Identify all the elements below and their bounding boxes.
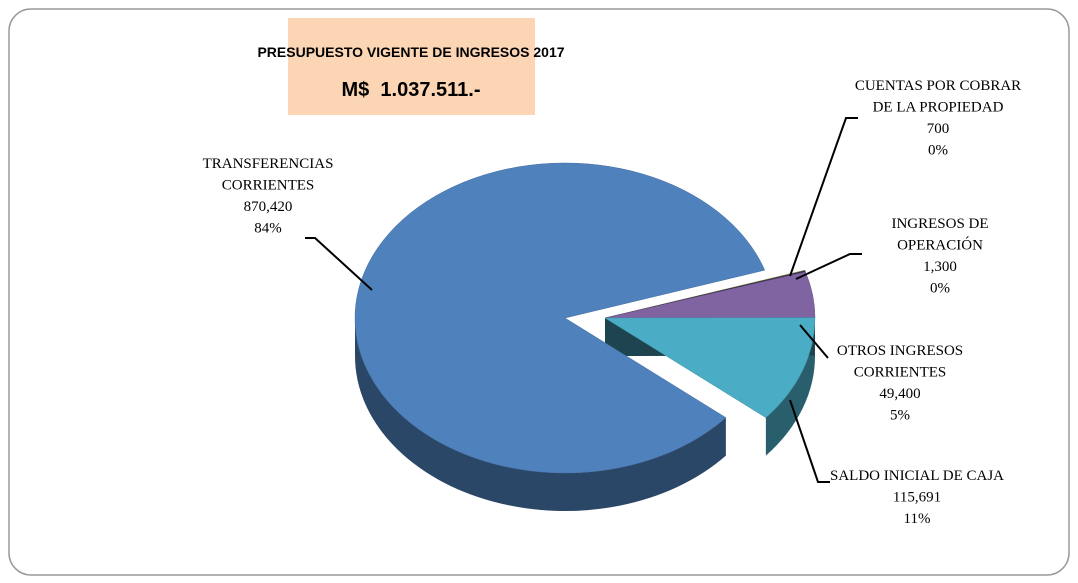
data-label-percent: 11% — [904, 511, 931, 527]
leader-line — [305, 237, 373, 291]
data-label-name: CUENTAS POR COBRAR — [855, 78, 1021, 94]
data-label-percent: 0% — [928, 143, 948, 159]
slice-side — [355, 318, 726, 512]
slice — [354, 162, 766, 474]
data-label-percent: 0% — [930, 281, 950, 297]
chart-title: PRESUPUESTO VIGENTE DE INGRESOS 2017 — [257, 44, 564, 60]
pie — [354, 162, 816, 512]
data-label-name: CORRIENTES — [854, 365, 947, 381]
data-label-value: 700 — [927, 121, 950, 137]
data-label-name: TRANSFERENCIAS — [203, 156, 334, 172]
data-label-percent: 5% — [890, 408, 910, 424]
data-label-value: 870,420 — [244, 199, 293, 215]
data-label-name: INGRESOS DE — [891, 216, 988, 232]
data-label-value: 1,300 — [923, 259, 957, 275]
labels: TRANSFERENCIAS CORRIENTES 870,420 84% CUENTA… — [203, 78, 1022, 527]
title-box — [288, 18, 535, 115]
data-label-percent: 84% — [254, 221, 282, 237]
data-label-name: DE LA PROPIEDAD — [873, 100, 1004, 116]
leader-line — [799, 324, 829, 359]
slice-side — [765, 318, 815, 456]
leader-line — [789, 399, 830, 483]
data-label-name: OPERACIÓN — [897, 237, 983, 254]
data-label-value: 49,400 — [879, 386, 920, 402]
slice — [604, 317, 816, 418]
data-label-name: OTROS INGRESOS — [837, 343, 963, 359]
chart-subtitle: M$ 1.037.511.- — [342, 79, 481, 101]
data-label-name: CORRIENTES — [222, 178, 315, 194]
leader-line — [795, 253, 862, 280]
leader-line — [789, 117, 858, 277]
data-label-name: SALDO INICIAL DE CAJA — [830, 468, 1004, 484]
data-label-value: 115,691 — [893, 490, 941, 506]
